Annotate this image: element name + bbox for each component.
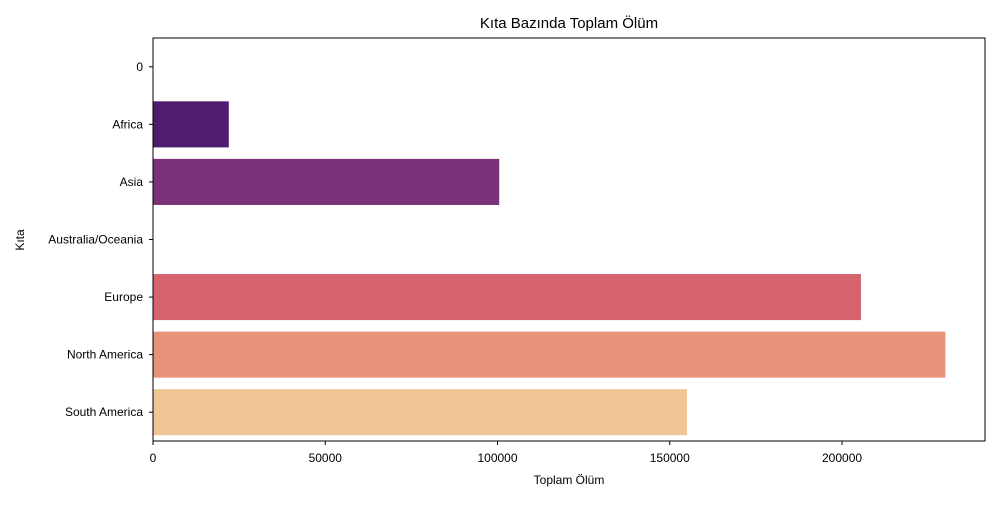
y-axis-ticks: 0 Africa Asia Australia/Oceania Europe North … — [48, 60, 153, 419]
y-tick-label-0: 0 — [136, 60, 143, 74]
y-tick-label-6: South America — [65, 405, 143, 419]
bar-4 — [153, 274, 861, 321]
bar-5 — [153, 331, 946, 378]
x-axis-ticks: 0 50000 100000 150000 200000 — [150, 441, 862, 465]
x-tick-label-3: 150000 — [650, 451, 690, 465]
bar-2 — [153, 158, 500, 205]
y-tick-label-5: North America — [67, 348, 143, 362]
x-tick-label-2: 100000 — [477, 451, 517, 465]
bar-1 — [153, 101, 229, 148]
chart-title: Kıta Bazında Toplam Ölüm — [480, 14, 658, 32]
x-tick-label-4: 200000 — [822, 451, 862, 465]
plot-frame — [152, 37, 986, 442]
bars-layer — [153, 101, 946, 436]
x-tick-label-0: 0 — [150, 451, 157, 465]
x-tick-label-1: 50000 — [309, 451, 343, 465]
y-axis-label: Kıta — [13, 229, 27, 251]
y-tick-label-3: Australia/Oceania — [48, 233, 143, 247]
y-tick-label-4: Europe — [104, 290, 143, 304]
y-tick-label-1: Africa — [112, 117, 143, 131]
bar-6 — [153, 389, 687, 436]
x-axis-label: Toplam Ölüm — [534, 473, 605, 487]
y-tick-label-2: Asia — [120, 175, 144, 189]
